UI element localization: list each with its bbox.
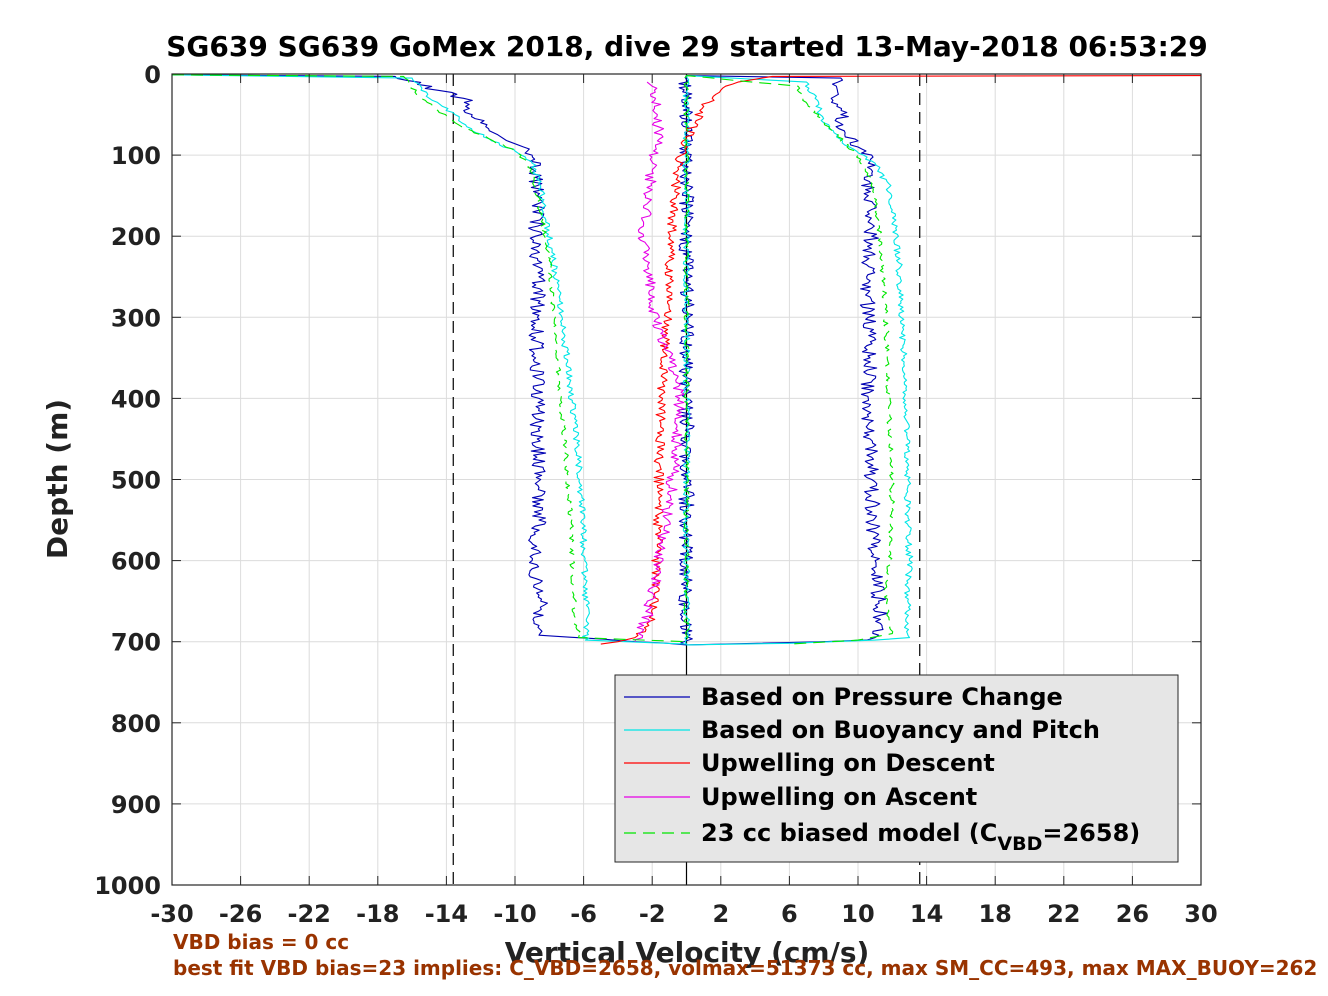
series-line-1 xyxy=(172,74,889,646)
y-tick-label: 800 xyxy=(111,710,161,738)
legend-label: 23 cc biased model (CVBD=2658) xyxy=(701,819,1140,855)
x-tick-label: -22 xyxy=(288,900,331,928)
y-tick-label: 500 xyxy=(111,467,161,495)
legend-label-text: Upwelling on Descent xyxy=(701,749,995,777)
legend-label-subscript: VBD xyxy=(997,833,1042,855)
x-tick-label: -18 xyxy=(356,900,399,928)
legend-label-text: Based on Pressure Change xyxy=(701,683,1063,711)
legend-label: Upwelling on Ascent xyxy=(701,783,977,811)
legend-label-suffix: =2658) xyxy=(1042,819,1140,847)
best-fit-note: best fit VBD bias=23 implies: C_VBD=2658… xyxy=(173,956,1318,980)
x-tick-label: 30 xyxy=(1184,900,1217,928)
x-tick-label: 10 xyxy=(841,900,874,928)
legend: Based on Pressure Change Based on Buoyanc… xyxy=(614,674,1179,863)
series-line-3 xyxy=(600,75,1201,645)
y-tick-label: 700 xyxy=(111,629,161,657)
vbd-bias-note: VBD bias = 0 cc xyxy=(173,930,350,954)
y-tick-label: 200 xyxy=(111,223,161,251)
x-tick-label: 2 xyxy=(712,900,729,928)
y-tick-label: 300 xyxy=(111,304,161,332)
x-tick-label: 26 xyxy=(1116,900,1149,928)
y-tick-label: 0 xyxy=(144,61,161,89)
x-tick-label: 18 xyxy=(978,900,1011,928)
x-tick-label: -30 xyxy=(150,900,193,928)
legend-label: Upwelling on Descent xyxy=(701,749,995,777)
legend-label: Based on Buoyancy and Pitch xyxy=(701,716,1100,744)
x-tick-label: 14 xyxy=(910,900,943,928)
y-tick-label: 900 xyxy=(111,791,161,819)
x-tick-label: -10 xyxy=(493,900,536,928)
series-layer xyxy=(172,74,1201,646)
x-tick-label: -6 xyxy=(570,900,597,928)
x-tick-label: 6 xyxy=(781,900,798,928)
x-tick-label: -14 xyxy=(425,900,468,928)
x-tick-label: -2 xyxy=(639,900,666,928)
series-line-2 xyxy=(172,74,914,646)
series-line-4 xyxy=(634,81,685,642)
y-tick-label: 400 xyxy=(111,385,161,413)
axis-ticks: -30 -26 -22 -18 -14 -10 -6 -2 2 6 10 14 18 22 26 300100… xyxy=(94,61,1218,928)
series-line-5 xyxy=(172,74,895,645)
legend-label-text: 23 cc biased model (C xyxy=(701,819,997,847)
y-axis-label: Depth (m) xyxy=(41,399,74,559)
x-axis-label: Vertical Velocity (cm/s) xyxy=(505,936,870,969)
x-tick-label: 22 xyxy=(1047,900,1080,928)
legend-label-text: Based on Buoyancy and Pitch xyxy=(701,716,1100,744)
x-tick-label: -26 xyxy=(219,900,262,928)
legend-label: Based on Pressure Change xyxy=(701,683,1063,711)
y-tick-label: 1000 xyxy=(94,872,161,900)
y-tick-label: 600 xyxy=(111,548,161,576)
legend-box xyxy=(614,674,1179,863)
legend-label-text: Upwelling on Ascent xyxy=(701,783,977,811)
y-tick-label: 100 xyxy=(111,142,161,170)
chart-title: SG639 SG639 GoMex 2018, dive 29 started … xyxy=(166,30,1207,63)
